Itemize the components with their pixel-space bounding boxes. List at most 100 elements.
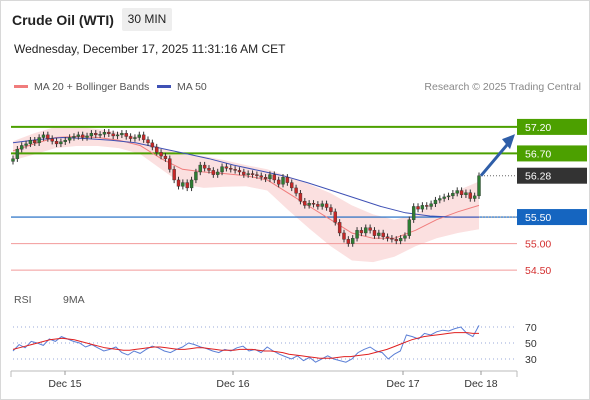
candle-body <box>28 139 33 145</box>
candle-body <box>89 133 94 137</box>
candle-body <box>459 190 464 195</box>
candle-body <box>416 206 420 210</box>
candle-body <box>337 222 342 234</box>
candle-body <box>246 173 250 175</box>
candle-body <box>442 196 446 199</box>
resistance-label-box <box>517 118 587 135</box>
candle-body <box>468 192 472 199</box>
candle-body <box>115 134 120 137</box>
candle-body <box>364 227 368 234</box>
candle-body <box>59 141 63 145</box>
support-label: 55.00 <box>525 239 551 251</box>
candle-body <box>377 232 381 236</box>
legend-ma20: MA 20 + Bollinger Bands <box>14 81 149 93</box>
resistance-label: 56.70 <box>525 148 551 160</box>
projection-arrow <box>479 139 513 177</box>
candle-body <box>333 211 337 223</box>
candle-body <box>285 177 290 183</box>
candle-body <box>224 166 229 169</box>
candle-body <box>268 174 272 180</box>
candle-body <box>233 169 237 171</box>
time-tick-label: Dec 17 <box>386 378 419 390</box>
candle-body <box>229 168 233 170</box>
candle-body <box>194 171 198 181</box>
candle-body <box>298 192 303 202</box>
candle-body <box>477 175 481 197</box>
candle-body <box>403 235 407 239</box>
candle-body <box>37 137 41 144</box>
candle-body <box>255 174 259 176</box>
candle-body <box>128 136 133 139</box>
candle-body <box>455 190 459 194</box>
candle-body <box>385 236 390 239</box>
candle-body <box>381 232 385 237</box>
candle-body <box>50 138 54 142</box>
candle-body <box>316 204 320 207</box>
candle-body <box>181 182 185 187</box>
candle-body <box>390 238 394 240</box>
candle-body <box>451 192 455 197</box>
candle-body <box>329 207 333 212</box>
candle-body <box>346 239 351 244</box>
candle-body <box>20 145 24 150</box>
candle-body <box>250 173 255 175</box>
candle-body <box>263 177 268 180</box>
time-tick-label: Dec 18 <box>464 378 497 390</box>
candle-body <box>163 155 168 159</box>
rsi-tick-label: 50 <box>525 338 537 350</box>
candle-body <box>294 187 298 194</box>
candle-body <box>272 174 277 181</box>
candle-body <box>155 146 159 153</box>
candle-body <box>290 182 294 189</box>
candle-body <box>11 158 15 162</box>
candle-body <box>141 134 146 140</box>
candle-body <box>307 203 311 206</box>
resistance-label-box <box>517 145 587 162</box>
candle-body <box>394 239 398 242</box>
candle-body <box>398 238 403 242</box>
candle-body <box>425 205 429 207</box>
candle-body <box>150 142 155 148</box>
candle-body <box>464 192 468 195</box>
candle-body <box>137 134 141 138</box>
candle-body <box>237 170 242 173</box>
candle-body <box>420 205 425 210</box>
timeframe-badge[interactable]: 30 MIN <box>122 8 172 31</box>
candle-body <box>85 135 89 138</box>
candle-body <box>320 203 324 207</box>
candle-body <box>124 133 128 137</box>
time-tick-label: Dec 16 <box>216 378 249 390</box>
candle-body <box>429 203 433 207</box>
candle-body <box>359 230 364 234</box>
candle-body <box>189 179 194 189</box>
time-tick-label: Dec 15 <box>48 378 81 390</box>
pivot-label: 55.50 <box>525 212 551 224</box>
ma20-label: MA 20 + Bollinger Bands <box>34 81 150 93</box>
legend-rsi: RSI <box>14 294 32 306</box>
last-price-label: 56.28 <box>525 171 551 183</box>
candle-body <box>111 133 115 137</box>
rsi-line <box>12 325 480 363</box>
candle-body <box>446 195 451 198</box>
ma20-swatch <box>14 84 28 88</box>
bollinger-band <box>13 126 479 263</box>
chart-header: Crude Oil (WTI) 30 MIN <box>1 1 589 37</box>
candle-body <box>54 141 59 145</box>
candle-body <box>276 179 281 185</box>
candle-body <box>46 134 50 139</box>
candle-body <box>15 148 20 159</box>
candle-body <box>67 137 72 141</box>
candle-body <box>76 134 81 137</box>
projection-arrow-head <box>502 134 515 150</box>
candle-body <box>102 132 107 135</box>
rsi-ma-label: 9MA <box>63 294 85 306</box>
candle-body <box>159 152 163 157</box>
candle-body <box>311 203 316 205</box>
instrument-title: Crude Oil (WTI) <box>12 12 114 28</box>
candle-body <box>281 177 285 185</box>
candle-body <box>202 164 207 169</box>
candle-body <box>168 158 172 170</box>
candle-body <box>411 206 416 220</box>
candle-body <box>120 133 124 136</box>
